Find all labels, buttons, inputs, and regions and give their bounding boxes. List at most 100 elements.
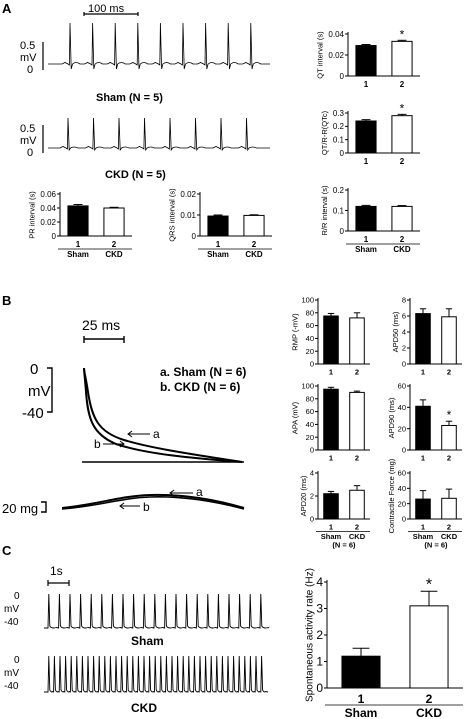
spont-sham-label: Sham bbox=[131, 634, 164, 648]
group-label: Sham bbox=[207, 250, 229, 259]
y-tick-label: 2 bbox=[316, 628, 323, 642]
bar-2 bbox=[409, 605, 449, 689]
y-tick-label: 0 bbox=[52, 232, 57, 241]
category-label: 1 bbox=[364, 80, 369, 89]
ap-voltage-scalebar bbox=[47, 367, 53, 413]
y-tick-label: 4 bbox=[402, 328, 406, 337]
category-label: 2 bbox=[400, 235, 405, 244]
group-label: CKD bbox=[393, 245, 411, 254]
category-label: 1 bbox=[421, 454, 425, 463]
y-tick-label: 0 bbox=[316, 681, 323, 695]
y-axis-label: RMP (-mV) bbox=[291, 313, 300, 351]
ap-tick-neg: -40 bbox=[22, 405, 44, 422]
y-tick-label: 0 bbox=[192, 232, 197, 241]
y-axis-label: APD50 (ms) bbox=[391, 311, 400, 352]
n-label: (N = 6) bbox=[332, 541, 356, 550]
bar-1 bbox=[355, 205, 377, 232]
group-label: Sham bbox=[67, 250, 89, 259]
ap-tick-zero: 0 bbox=[30, 361, 38, 378]
bar-2 bbox=[441, 316, 457, 365]
y-tick-label: 2 bbox=[402, 344, 406, 353]
panel-c-scalebar bbox=[47, 580, 70, 586]
y-tick-label: 0.06 bbox=[40, 190, 56, 199]
y-tick-label: 0.2 bbox=[333, 122, 345, 131]
bar-2 bbox=[243, 214, 265, 237]
ap-legend-a: a. Sham (N = 6) bbox=[160, 365, 246, 379]
bar-2 bbox=[391, 115, 413, 154]
y-tick-label: 0.3 bbox=[333, 109, 345, 118]
y-tick-label: 40 bbox=[306, 334, 314, 343]
y-tick-label: 20 bbox=[306, 347, 314, 356]
y-tick-label: 0 bbox=[402, 446, 406, 455]
category-label: 1 bbox=[329, 368, 333, 377]
y-tick-label: 8 bbox=[402, 296, 406, 305]
chart-qt-interval: 0 0.02 0.04 QT interval (s) 1 2 * bbox=[315, 27, 420, 89]
y-tick-label: 1 bbox=[316, 655, 323, 669]
panel-a-letter: A bbox=[2, 1, 12, 16]
force-trace-sham bbox=[61, 493, 245, 509]
group-label: Sham bbox=[345, 706, 378, 719]
significance-marker: * bbox=[400, 101, 405, 115]
group-label: Sham bbox=[355, 245, 377, 254]
bar-2 bbox=[349, 489, 365, 520]
category-label: 1 bbox=[329, 454, 333, 463]
y-tick-label: 40 bbox=[398, 484, 406, 493]
ecg-sham-tick-unit: mV bbox=[20, 52, 37, 64]
y-tick-label: 4 bbox=[310, 469, 314, 478]
y-tick-label: 0.02 bbox=[328, 51, 344, 60]
y-tick-label: 60 bbox=[398, 382, 406, 391]
panel-b-letter: B bbox=[2, 293, 11, 308]
y-tick-label: 0.04 bbox=[40, 204, 56, 213]
panel-b-scalebar bbox=[83, 336, 125, 343]
chart-apa: 0 20 40 60 80 100 APA (mV) 1 2 bbox=[291, 382, 370, 463]
y-axis-label: Contractile Force (mg) bbox=[387, 458, 396, 533]
y-axis-label: QT/R-R(QTc) bbox=[320, 110, 329, 155]
bar-2 bbox=[391, 205, 413, 232]
y-tick-label: 100 bbox=[301, 382, 314, 391]
y-tick-label: 80 bbox=[306, 308, 314, 317]
y-axis-label: APA (mV) bbox=[291, 401, 300, 434]
y-tick-label: 40 bbox=[398, 403, 406, 412]
y-tick-label: 3 bbox=[316, 602, 323, 616]
bar-2 bbox=[103, 207, 125, 237]
ap-tick-unit: mV bbox=[28, 383, 51, 400]
panel-a-scalebar-label: 100 ms bbox=[88, 3, 125, 15]
category-label: 1 bbox=[421, 368, 425, 377]
bar-1 bbox=[355, 120, 377, 154]
significance-marker: * bbox=[426, 576, 432, 593]
y-axis-label: Spontaneous activity rate (Hz) bbox=[304, 568, 315, 702]
category-label: 2 bbox=[252, 240, 257, 249]
spont-ckd-trace bbox=[44, 655, 269, 693]
force-scalebar bbox=[41, 501, 47, 513]
y-tick-label: 0.02 bbox=[180, 190, 196, 199]
group-label: CKD bbox=[416, 706, 442, 719]
y-axis-label: APD20 (ms) bbox=[299, 475, 308, 516]
y-tick-label: 60 bbox=[306, 407, 314, 416]
ecg-sham-tick-zero: 0 bbox=[27, 64, 33, 76]
category-label: 2 bbox=[400, 157, 405, 166]
y-tick-label: 20 bbox=[306, 433, 314, 442]
y-tick-label: 0 bbox=[340, 227, 345, 236]
force-label-b: b bbox=[143, 500, 150, 514]
group-label: CKD bbox=[105, 250, 123, 259]
bar-1 bbox=[323, 493, 339, 520]
bar-1 bbox=[415, 313, 431, 365]
category-label: 2 bbox=[426, 692, 433, 706]
spont-ckd-tick-neg: -40 bbox=[4, 681, 19, 692]
force-scale-label: 20 mg bbox=[2, 501, 38, 516]
ecg-sham-trace bbox=[48, 22, 270, 70]
bar-2 bbox=[349, 391, 365, 451]
y-tick-label: 0.2 bbox=[333, 186, 345, 195]
y-tick-label: 0 bbox=[310, 515, 314, 524]
ap-arrow-a bbox=[127, 430, 150, 438]
bar-1 bbox=[67, 205, 89, 237]
ap-arrow-b bbox=[103, 440, 125, 448]
spont-ckd-tick-zero: 0 bbox=[14, 655, 20, 666]
category-label: 1 bbox=[76, 240, 81, 249]
